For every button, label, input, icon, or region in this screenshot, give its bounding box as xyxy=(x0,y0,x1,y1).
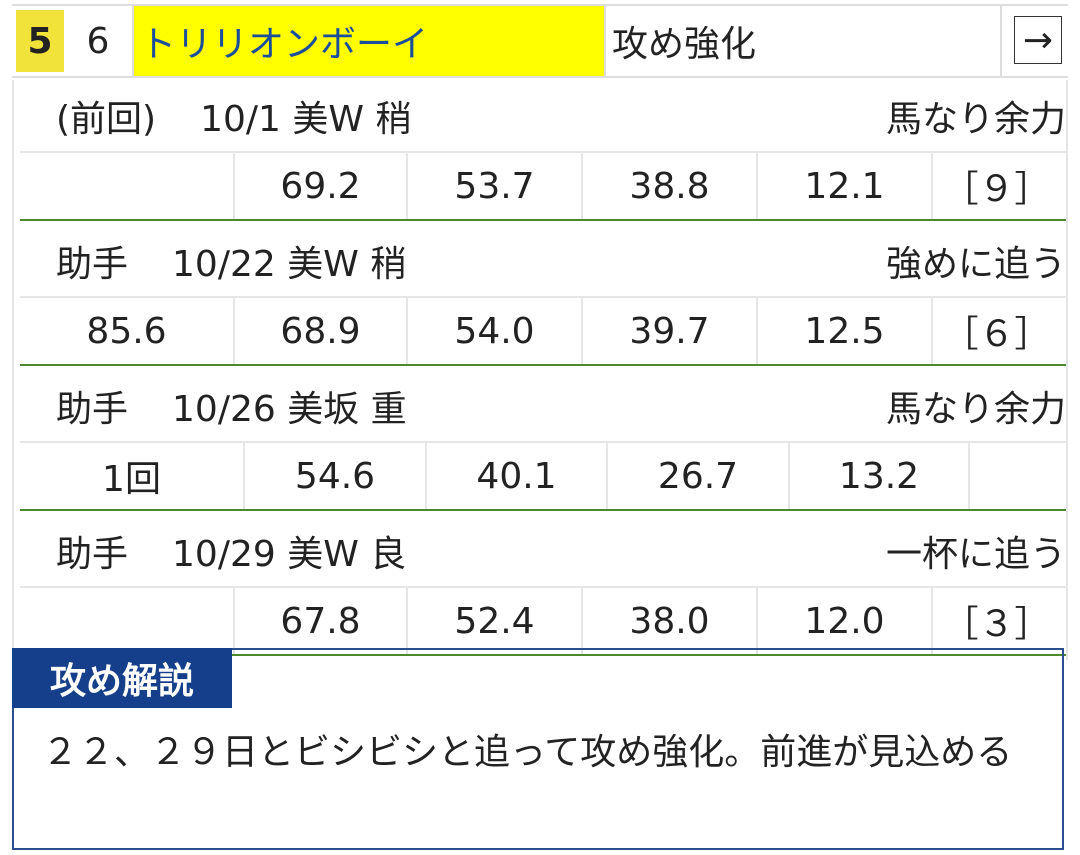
session: 10/26 美坂 重 xyxy=(172,388,407,430)
time-row: 85.6 68.9 54.0 39.7 12.5 ［６］ xyxy=(20,296,1066,366)
time-cell: 68.9 xyxy=(235,298,408,364)
time-cell: 12.0 xyxy=(758,588,933,654)
frame-number: 5 xyxy=(16,10,64,72)
workout-header: 助手 10/26 美坂 重 馬なり余力 xyxy=(14,370,1066,441)
time-cell: 38.0 xyxy=(583,588,758,654)
time-cell xyxy=(20,153,235,219)
time-cell: ［３］ xyxy=(942,604,1051,645)
workout-header: (前回) 10/1 美W 稍 馬なり余力 xyxy=(14,80,1066,151)
commentary: 攻め解説 ２２、２９日とビシビシと追って攻め強化。前進が見込める xyxy=(12,648,1064,850)
rider: (前回) xyxy=(56,98,157,140)
time-row: 69.2 53.7 38.8 12.1 ［９］ xyxy=(20,151,1066,221)
time-row: 67.8 52.4 38.0 12.0 ［３］ xyxy=(20,586,1066,656)
time-cell: 26.7 xyxy=(608,443,790,509)
time-cell: 12.5 xyxy=(758,298,933,364)
evaluation: 攻め強化 xyxy=(604,6,1002,76)
time-cell: 54.6 xyxy=(245,443,427,509)
time-cell: 38.8 xyxy=(583,153,758,219)
time-cell: 40.1 xyxy=(427,443,608,509)
time-cell: 39.7 xyxy=(583,298,758,364)
workouts: (前回) 10/1 美W 稍馬なり余力 69.2 53.7 38.8 12.1 ［９］ 助手 1… xyxy=(12,80,1068,660)
manner: 一杯に追う xyxy=(885,533,1066,575)
session: 10/29 美W 良 xyxy=(172,533,407,575)
time-cell: ［９］ xyxy=(942,169,1051,210)
time-cell: 69.2 xyxy=(235,153,408,219)
session: 10/22 美W 稍 xyxy=(172,243,407,285)
manner: 馬なり余力 xyxy=(885,388,1066,430)
detail-link[interactable]: → xyxy=(1014,16,1062,64)
workout-header: 助手 10/29 美W 良 一杯に追う xyxy=(14,515,1066,586)
time-cell: 85.6 xyxy=(20,298,235,364)
session: 10/1 美W 稍 xyxy=(200,98,412,140)
rider: 助手 xyxy=(56,243,129,285)
horse-name[interactable]: トリリオンボーイ xyxy=(134,6,604,76)
time-cell: 52.4 xyxy=(408,588,583,654)
time-cell: 67.8 xyxy=(235,588,408,654)
commentary-text: ２２、２９日とビシビシと追って攻め強化。前進が見込める xyxy=(42,732,1013,773)
time-cell: 13.2 xyxy=(790,443,970,509)
time-cell: 1回 xyxy=(20,443,245,509)
time-cell xyxy=(20,588,235,654)
time-row: 1回 54.6 40.1 26.7 13.2 xyxy=(20,441,1066,511)
workout-header: 助手 10/22 美W 稍 強めに追う xyxy=(14,225,1066,296)
manner: 強めに追う xyxy=(885,243,1066,285)
horse-number: 6 xyxy=(64,6,134,76)
horse-header: 5 6 トリリオンボーイ 攻め強化 → xyxy=(12,4,1068,78)
commentary-title: 攻め解説 xyxy=(12,648,232,708)
manner: 馬なり余力 xyxy=(885,98,1066,140)
time-cell: 53.7 xyxy=(408,153,583,219)
rider: 助手 xyxy=(56,533,129,575)
rider: 助手 xyxy=(56,388,129,430)
time-cell: 54.0 xyxy=(408,298,583,364)
time-cell: ［６］ xyxy=(942,314,1051,355)
time-cell: 12.1 xyxy=(758,153,933,219)
time-cell xyxy=(970,443,1060,509)
